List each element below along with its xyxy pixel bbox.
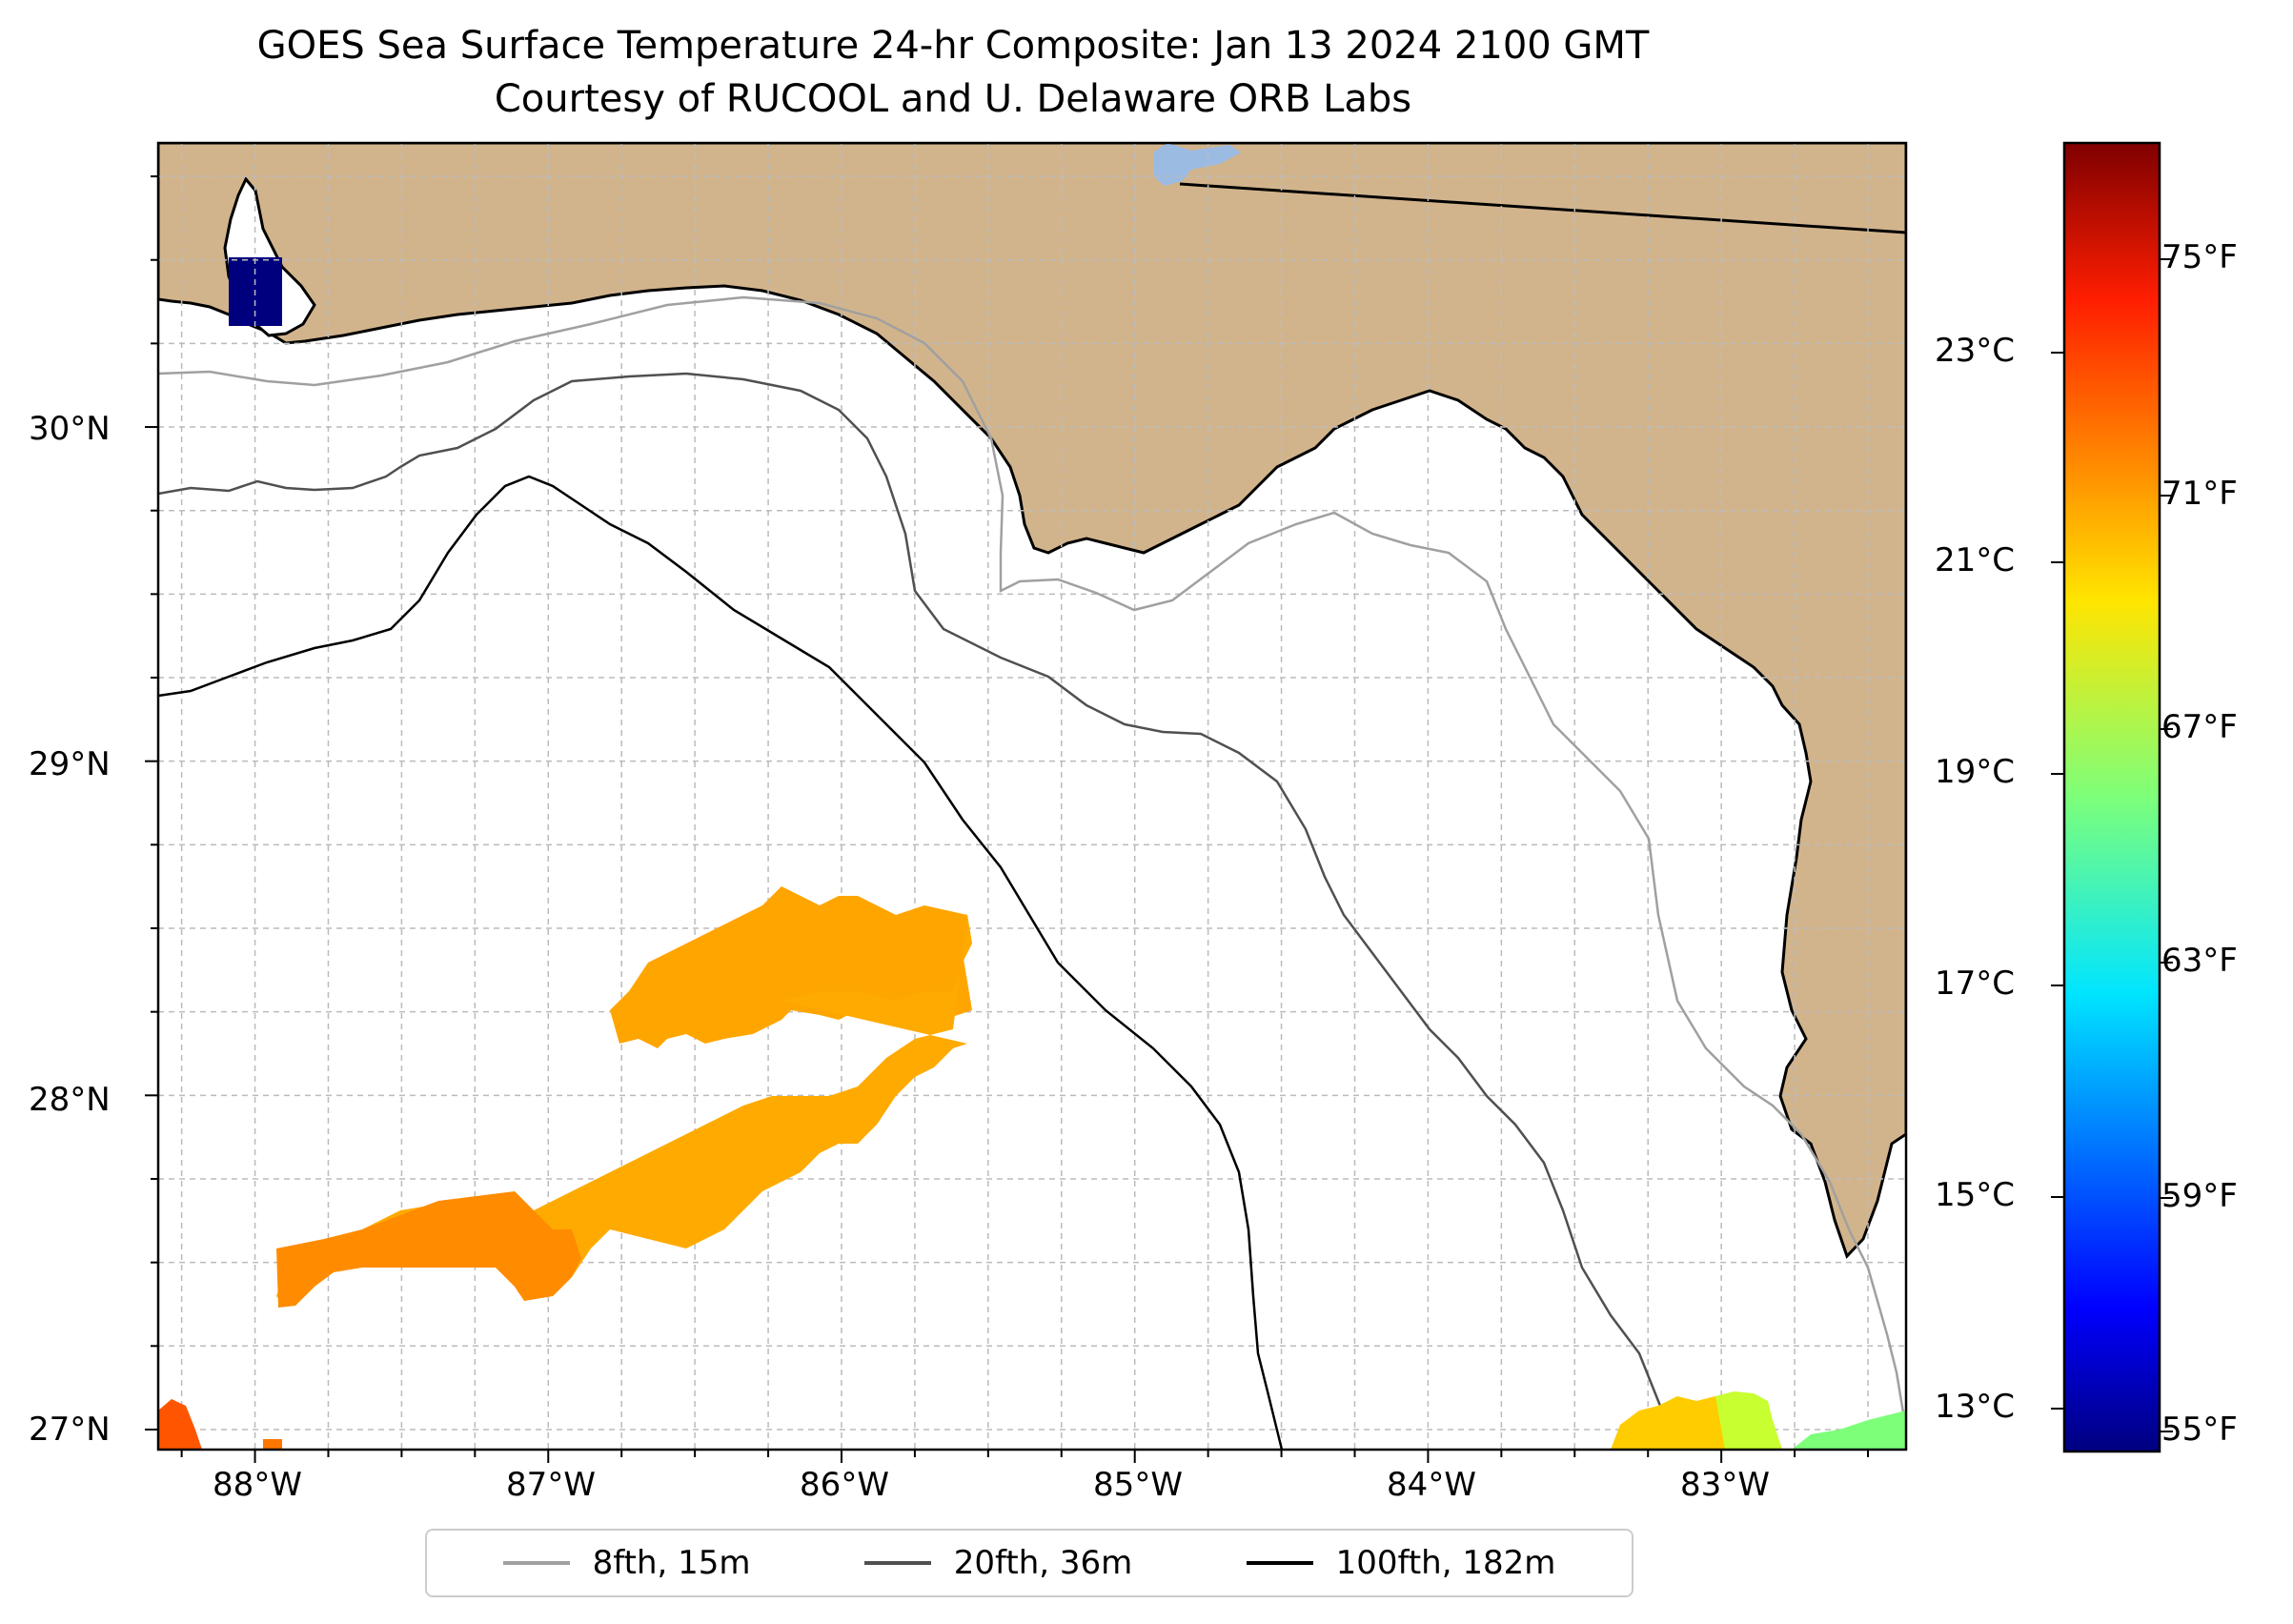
chart-title: GOES Sea Surface Temperature 24-hr Compo… — [256, 24, 1650, 68]
legend-swatch-8fth — [502, 1561, 570, 1565]
legend: 8fth, 15m 20fth, 36m 100fth, 182m — [425, 1529, 1634, 1597]
legend-swatch-100fth — [1246, 1561, 1313, 1565]
legend-label-20fth: 20fth, 36m — [953, 1544, 1133, 1582]
contour-100fth — [158, 475, 1284, 1450]
colorbar-f-label-67: 67°F — [2161, 708, 2238, 746]
lon-label-87: 87°W — [506, 1466, 596, 1504]
chart-subtitle: Courtesy of RUCOOL and U. Delaware ORB L… — [494, 77, 1412, 121]
colorbar-f-label-71: 71°F — [2161, 475, 2238, 513]
legend-item-100fth: 100fth, 182m — [1246, 1544, 1556, 1582]
lat-label-28: 28°N — [29, 1081, 111, 1119]
grid-lines — [158, 143, 1906, 1450]
colorbar-c-label-23: 23°C — [1935, 332, 2016, 370]
axis-ticks — [145, 175, 1869, 1463]
state-border — [1179, 182, 1906, 234]
colorbar-f-label-59: 59°F — [2161, 1177, 2238, 1215]
colorbar-f-label-55: 55°F — [2161, 1411, 2238, 1449]
sst-patch-southeast-green — [1715, 1391, 1782, 1450]
lon-label-84: 84°W — [1387, 1466, 1476, 1504]
colorbar-f-label-63: 63°F — [2161, 942, 2238, 980]
sst-patch-dot — [263, 1439, 282, 1450]
contour-8fth — [158, 295, 1906, 1431]
colorbar-c-label-21: 21°C — [1935, 541, 2016, 579]
lat-label-30: 30°N — [29, 410, 111, 448]
sst-patch-west — [276, 1191, 581, 1308]
legend-swatch-20fth — [863, 1561, 931, 1565]
colorbar-ticks — [2051, 258, 2173, 1432]
map-frame — [156, 141, 1908, 1451]
sst-patch-southeast-mint — [1792, 1411, 1906, 1450]
legend-label-8fth: 8fth, 15m — [592, 1544, 751, 1582]
lon-label-88: 88°W — [213, 1466, 302, 1504]
lon-label-83: 83°W — [1680, 1466, 1770, 1504]
colorbar-c-label-17: 17°C — [1935, 964, 2016, 1003]
colorbar-c-label-15: 15°C — [1935, 1176, 2016, 1214]
contour-20fth — [158, 372, 1679, 1450]
legend-item-8fth: 8fth, 15m — [502, 1544, 751, 1582]
colorbar-f-label-75: 75°F — [2161, 238, 2238, 276]
colorbar — [2062, 141, 2161, 1453]
lon-label-86: 86°W — [800, 1466, 889, 1504]
land-area — [158, 143, 1906, 1259]
lat-label-27: 27°N — [29, 1411, 111, 1449]
legend-label-100fth: 100fth, 182m — [1335, 1544, 1556, 1582]
sst-patch-corner — [158, 1399, 202, 1450]
colorbar-c-label-19: 19°C — [1935, 753, 2016, 791]
colorbar-c-label-13: 13°C — [1935, 1388, 2016, 1426]
legend-item-20fth: 20fth, 36m — [863, 1544, 1133, 1582]
lon-label-85: 85°W — [1093, 1466, 1183, 1504]
lat-label-29: 29°N — [29, 745, 111, 783]
lake — [1153, 143, 1241, 186]
